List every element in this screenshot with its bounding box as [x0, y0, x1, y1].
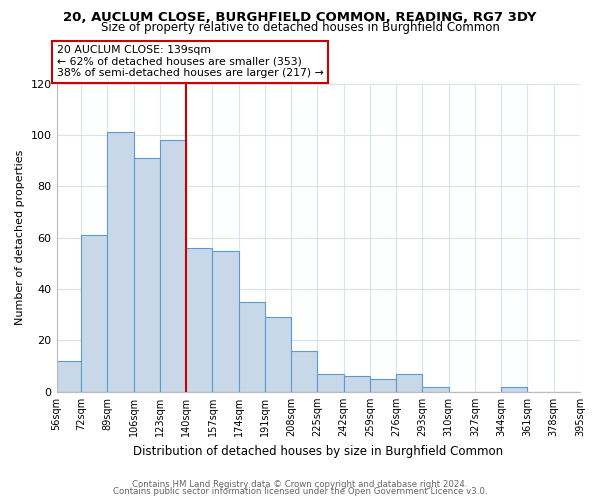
Text: Size of property relative to detached houses in Burghfield Common: Size of property relative to detached ho… [101, 22, 499, 35]
Bar [134, 158, 160, 392]
Bar [370, 379, 396, 392]
Bar [317, 374, 344, 392]
Bar [239, 302, 265, 392]
Bar [344, 376, 370, 392]
Bar [291, 350, 317, 392]
Bar [265, 318, 291, 392]
Bar [396, 374, 422, 392]
Text: Contains public sector information licensed under the Open Government Licence v3: Contains public sector information licen… [113, 487, 487, 496]
Text: 20, AUCLUM CLOSE, BURGHFIELD COMMON, READING, RG7 3DY: 20, AUCLUM CLOSE, BURGHFIELD COMMON, REA… [63, 11, 537, 24]
X-axis label: Distribution of detached houses by size in Burghfield Common: Distribution of detached houses by size … [133, 444, 503, 458]
Bar [212, 250, 239, 392]
Bar [107, 132, 134, 392]
Text: 20 AUCLUM CLOSE: 139sqm
← 62% of detached houses are smaller (353)
38% of semi-d: 20 AUCLUM CLOSE: 139sqm ← 62% of detache… [56, 46, 323, 78]
Text: Contains HM Land Registry data © Crown copyright and database right 2024.: Contains HM Land Registry data © Crown c… [132, 480, 468, 489]
Y-axis label: Number of detached properties: Number of detached properties [15, 150, 25, 326]
Bar [160, 140, 186, 392]
Bar [186, 248, 212, 392]
Bar [81, 235, 107, 392]
Bar [56, 361, 81, 392]
Bar [422, 386, 449, 392]
Bar [501, 386, 527, 392]
